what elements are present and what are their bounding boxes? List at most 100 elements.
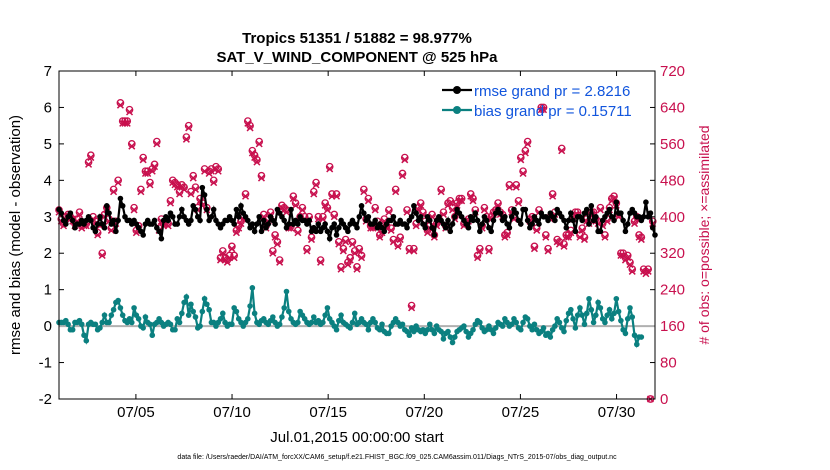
rmse-point [411,203,417,209]
rmse-point [390,213,397,220]
bias-point [622,330,629,337]
obs-assimilated-marker [141,169,149,178]
bias-point [568,306,574,313]
obs-assimilated-marker [110,188,118,196]
obs-assimilated-marker [596,206,604,214]
right-tick-label: 80 [660,355,677,372]
obs-assimilated-marker [348,240,356,248]
rmse-point [313,228,319,235]
obs-assimilated-marker [307,236,316,244]
y-axis-label-right: # of obs: o=possible; ×=assimilated [696,125,712,344]
obs-assimilated-marker [342,238,350,246]
bias-point [577,305,583,311]
rmse-point [561,217,567,224]
rmse-point [156,228,162,235]
obs-assimilated-marker [255,140,263,148]
rmse-point [422,224,429,231]
rmse-point [620,217,626,224]
rmse-point [231,221,237,227]
bias-point [399,321,406,328]
bias-point [608,316,615,322]
rmse-point [238,203,244,209]
bias-point [308,319,315,326]
obs-assimilated-marker [355,247,363,255]
obs-assimilated-marker [558,147,566,155]
bias-point [131,305,137,311]
rmse-point [210,206,217,213]
bias-point [69,326,76,333]
bias-point [613,295,620,302]
rmse-point [151,217,158,224]
bias-point [570,316,576,322]
rmse-point [345,228,351,235]
obs-assimilated-marker [485,247,493,255]
obs-assimilated-marker [273,240,281,248]
rmse-point [618,210,624,216]
rmse-point [588,203,595,209]
obs-assimilated-marker [549,192,557,200]
bias-point [445,328,451,335]
right-tick-label: 640 [660,99,685,116]
bias-point [310,314,317,320]
bias-point [247,303,253,309]
right-tick-label: 480 [660,172,685,189]
obs-assimilated-marker [578,226,586,234]
obs-assimilated-marker [185,124,193,132]
obs-assimilated-marker [317,258,325,266]
bias-point [631,332,638,339]
bias-point [529,326,535,333]
rmse-point [502,213,508,220]
obs-assimilated-marker [257,174,265,182]
bias-point [117,305,124,311]
obs-assimilated-marker [130,206,138,214]
left-tick-label: 5 [44,136,52,153]
bias-point [229,321,235,328]
bias-point [624,316,631,322]
rmse-point [365,213,372,220]
rmse-point [197,217,203,224]
bias-point [461,323,467,329]
rmse-point [583,206,590,213]
rmse-point [474,217,481,224]
bias-point [101,312,108,318]
rmse-point [586,221,592,227]
obs-assimilated-marker [565,233,573,241]
bias-point [217,316,224,322]
obs-assimilated-marker [237,220,245,228]
bias-point [470,326,476,333]
rmse-point [597,228,604,235]
rmse-point [472,210,479,216]
left-tick-label: 7 [44,63,52,80]
bias-point [579,312,586,318]
obs-assimilated-marker [139,156,147,164]
obs-assimilated-marker [330,213,338,221]
obs-assimilated-marker [364,197,372,205]
obs-assimilated-marker [533,226,541,234]
rmse-point [404,224,410,231]
obs-assimilated-marker [271,233,279,241]
obs-assimilated-marker [467,192,475,200]
obs-assimilated-marker [121,119,129,127]
obs-assimilated-marker [601,233,609,241]
bias-point [547,334,554,340]
rmse-point [208,213,215,220]
bias-point [199,308,206,315]
obs-assimilated-marker [512,183,520,191]
rmse-point [606,206,613,213]
bias-point [574,312,581,318]
rmse-point [372,217,378,224]
obs-assimilated-marker [298,206,306,214]
rmse-point [174,221,181,227]
obs-assimilated-marker [387,226,395,234]
rmse-point [106,210,112,216]
rmse-point [506,224,513,231]
bias-point [322,312,328,318]
bias-point [233,308,240,315]
rmse-point [260,217,267,224]
obs-assimilated-marker [244,119,252,127]
rmse-point [204,206,210,213]
obs-assimilated-marker [146,181,154,189]
obs-assimilated-marker [624,254,632,262]
obs-assimilated-marker [125,108,134,116]
rmse-point [452,213,458,220]
